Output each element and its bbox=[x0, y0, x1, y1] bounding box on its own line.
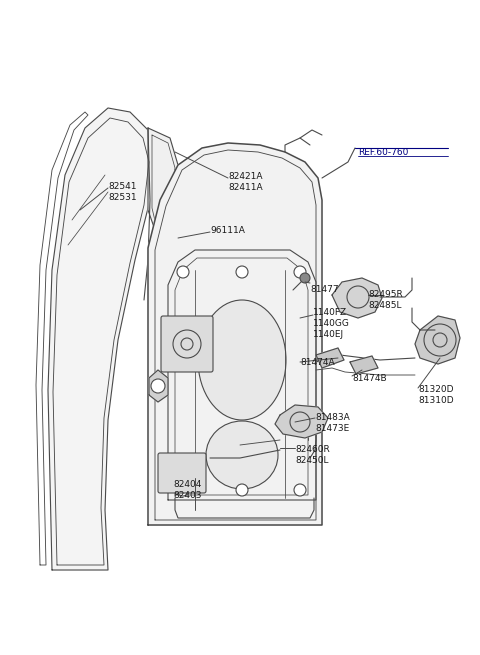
Text: 82495R
82485L: 82495R 82485L bbox=[368, 290, 403, 310]
Polygon shape bbox=[415, 316, 460, 364]
Text: 82404
82403: 82404 82403 bbox=[174, 480, 202, 500]
Text: 81320D
81310D: 81320D 81310D bbox=[418, 385, 454, 405]
Polygon shape bbox=[275, 405, 328, 438]
Text: 81474A: 81474A bbox=[300, 358, 335, 367]
Polygon shape bbox=[332, 278, 382, 318]
Text: 1140FZ
1140GG
1140EJ: 1140FZ 1140GG 1140EJ bbox=[313, 308, 350, 339]
Circle shape bbox=[177, 484, 189, 496]
Text: REF.60-760: REF.60-760 bbox=[358, 148, 408, 157]
Circle shape bbox=[236, 484, 248, 496]
Text: 81474B: 81474B bbox=[352, 374, 386, 383]
Circle shape bbox=[294, 266, 306, 278]
Polygon shape bbox=[48, 108, 155, 570]
Polygon shape bbox=[149, 370, 168, 402]
Circle shape bbox=[151, 379, 165, 393]
Ellipse shape bbox=[206, 421, 278, 489]
Text: 96111A: 96111A bbox=[210, 226, 245, 235]
FancyBboxPatch shape bbox=[158, 453, 206, 493]
Polygon shape bbox=[148, 143, 322, 525]
FancyBboxPatch shape bbox=[161, 316, 213, 372]
Text: 82460R
82450L: 82460R 82450L bbox=[295, 445, 330, 465]
Circle shape bbox=[177, 266, 189, 278]
Polygon shape bbox=[316, 348, 344, 368]
Text: 82421A
82411A: 82421A 82411A bbox=[228, 172, 263, 192]
Polygon shape bbox=[148, 128, 178, 230]
Text: 81477: 81477 bbox=[310, 285, 338, 294]
Polygon shape bbox=[350, 356, 378, 374]
Circle shape bbox=[236, 266, 248, 278]
Text: 81483A
81473E: 81483A 81473E bbox=[315, 413, 350, 433]
Circle shape bbox=[300, 273, 310, 283]
Text: 82541
82531: 82541 82531 bbox=[108, 182, 137, 202]
Circle shape bbox=[294, 484, 306, 496]
Ellipse shape bbox=[198, 300, 286, 420]
